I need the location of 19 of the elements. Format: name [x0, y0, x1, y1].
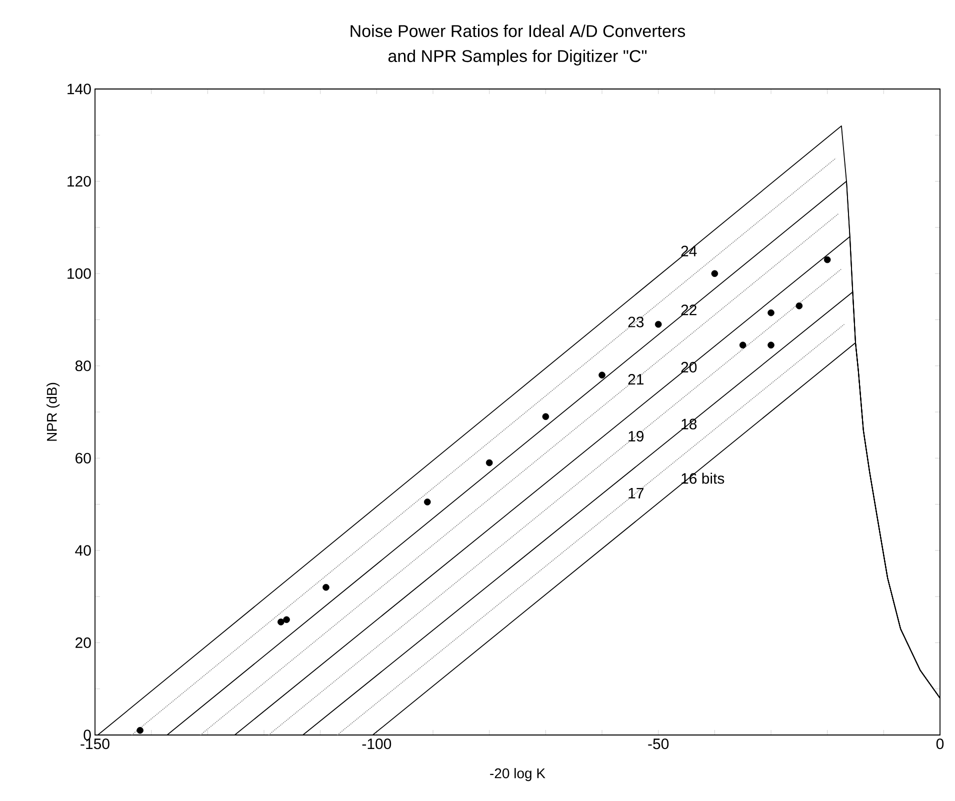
series-label: 21 [628, 374, 644, 384]
x-tick-label: -150 [80, 738, 110, 750]
y-tick-label: 140 [68, 84, 91, 94]
y-axis-title: NPR (dB) [46, 382, 60, 441]
series-label: 17 [628, 488, 644, 498]
series-label: 23 [628, 316, 644, 328]
chart-subtitle: and NPR Samples for Digitizer "C" [388, 50, 647, 66]
y-tick-label: 100 [68, 268, 91, 279]
x-tick-label: 0 [936, 738, 944, 750]
y-tick-label: 40 [75, 545, 91, 556]
x-tick-label: -50 [648, 738, 669, 750]
x-axis-title: -20 log K [490, 768, 546, 782]
y-tick-label: 80 [75, 360, 91, 372]
chart-title: Noise Power Ratios for Ideal A/D Converters [350, 24, 686, 38]
x-tick-label: -100 [362, 738, 392, 750]
y-tick-label: 20 [76, 637, 91, 648]
series-label: 19 [628, 430, 644, 442]
y-tick-label: 60 [76, 452, 91, 464]
y-tick-label: 120 [68, 176, 91, 187]
